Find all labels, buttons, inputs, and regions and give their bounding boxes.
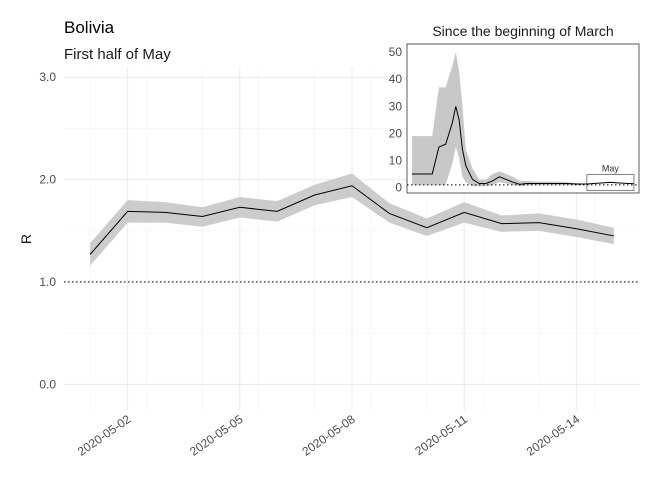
inset-y-tick-label: 10 (389, 153, 403, 167)
chart-title: Bolivia (64, 18, 115, 37)
inset-confidence-band (412, 52, 634, 187)
x-tick-label: 2020-05-02 (75, 412, 134, 459)
confidence-band (90, 173, 614, 266)
inset-series-line (412, 106, 634, 185)
x-tick-label: 2020-05-08 (299, 412, 358, 459)
series-line (89, 185, 614, 255)
inset-title: Since the beginning of March (432, 23, 613, 39)
inset-may-box (586, 174, 635, 191)
inset-y-tick-label: 40 (389, 72, 403, 86)
y-tick-label: 0.0 (39, 377, 56, 391)
y-tick-label: 3.0 (39, 70, 56, 84)
y-tick-label: 2.0 (39, 173, 56, 187)
x-tick-label: 2020-05-05 (187, 412, 246, 459)
inset-y-tick-label: 50 (389, 45, 403, 59)
y-tick-label: 1.0 (39, 275, 56, 289)
y-axis-label: R (18, 234, 34, 244)
inset-y-tick-label: 30 (389, 99, 403, 113)
inset-y-tick-label: 0 (395, 181, 402, 195)
inset-y-tick-label: 20 (389, 126, 403, 140)
chart-subtitle: First half of May (64, 46, 171, 63)
inset-chart: Since the beginning of March 0 10 20 30 40 50… (389, 23, 640, 195)
inset-may-label: May (602, 164, 620, 174)
x-tick-label: 2020-05-11 (412, 412, 470, 458)
x-tick-label: 2020-05-14 (524, 412, 583, 459)
